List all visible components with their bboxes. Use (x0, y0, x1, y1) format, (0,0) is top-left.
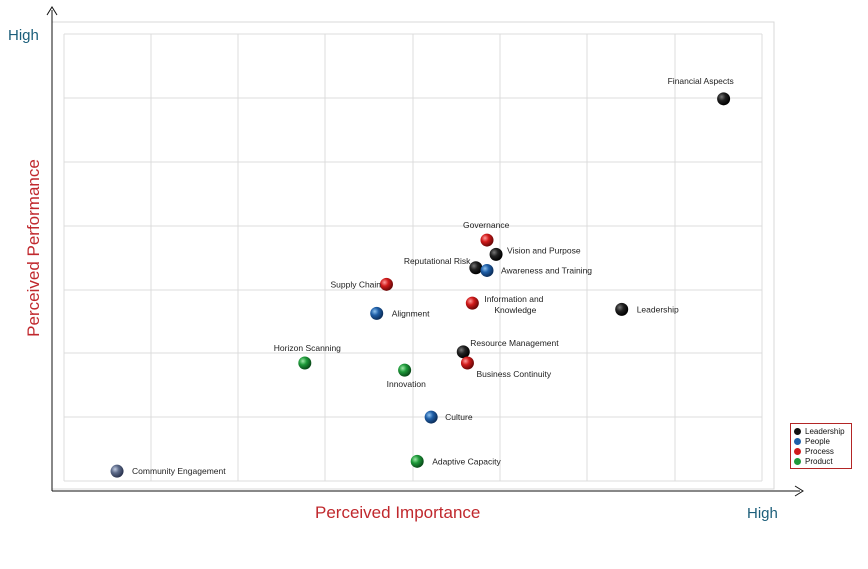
x-axis-title: Perceived Importance (315, 503, 481, 522)
point-label: Vision and Purpose (507, 245, 581, 255)
data-point-horizon-scanning (298, 356, 312, 370)
data-point-culture (424, 410, 438, 424)
legend-list: Leadership People Process Product (791, 424, 851, 466)
legend-item-process: Process (794, 446, 851, 456)
data-point-community-engagement (110, 464, 124, 478)
point-label: Alignment (392, 308, 430, 318)
point-label: Supply Chain (330, 279, 381, 289)
data-point-business-continuity (460, 356, 474, 370)
y-axis-high-label: High (8, 27, 39, 44)
legend-swatch (794, 427, 801, 435)
data-point-governance (480, 233, 494, 247)
y-axis-title: Perceived Performance (24, 159, 43, 337)
legend-item-people: People (794, 436, 851, 446)
point-label: Culture (445, 412, 473, 422)
legend-swatch (794, 447, 801, 455)
point-label: Governance (463, 220, 510, 230)
data-point-adaptive-capacity (410, 454, 424, 468)
legend-swatch (794, 437, 801, 445)
legend-label: Leadership (805, 426, 845, 436)
point-label: Information and Knowledge (484, 294, 543, 315)
legend-label: Product (805, 456, 833, 466)
point-label: Adaptive Capacity (432, 456, 501, 466)
data-point-supply-chain (379, 277, 393, 291)
grid (63, 33, 763, 482)
legend-swatch (794, 457, 801, 465)
data-point-financial-aspects (717, 92, 731, 106)
data-point-information-and-knowledge (465, 296, 479, 310)
point-label: Community Engagement (132, 466, 226, 476)
point-label: Awareness and Training (501, 265, 592, 275)
data-point-reputational-risk (469, 261, 483, 275)
legend: Leadership People Process Product (790, 423, 852, 469)
x-axis-high-label: High (747, 505, 778, 522)
legend-label: Process (805, 446, 834, 456)
point-label: Business Continuity (476, 369, 551, 379)
legend-item-product: Product (794, 456, 851, 466)
legend-label: People (805, 436, 830, 446)
data-point-leadership (615, 302, 629, 316)
point-labels: Financial Aspects Governance Vision and Pu… (132, 76, 734, 476)
data-point-resource-management (456, 345, 470, 359)
point-label: Leadership (637, 304, 679, 314)
point-label: Innovation (387, 379, 426, 389)
y-axis-arrow (46, 6, 58, 16)
point-label: Financial Aspects (668, 76, 734, 86)
legend-item-leadership: Leadership (794, 426, 851, 436)
data-point-alignment (370, 306, 384, 320)
point-label: Reputational Risk (404, 256, 471, 266)
data-points (110, 92, 731, 478)
data-point-awareness-and-training (480, 263, 494, 277)
data-point-innovation (398, 363, 412, 377)
data-point-vision-and-purpose (489, 247, 503, 261)
point-label: Resource Management (470, 338, 559, 348)
axes (46, 6, 804, 497)
x-axis-arrow (794, 485, 804, 497)
point-label: Horizon Scanning (274, 343, 341, 353)
